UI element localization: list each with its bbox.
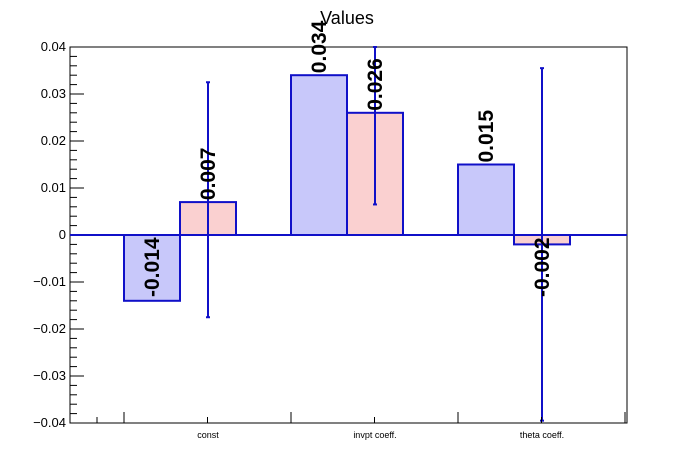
- y-tick-label: 0: [59, 227, 66, 242]
- y-tick-label: 0.04: [41, 39, 66, 54]
- y-tick-label: 0.02: [41, 133, 66, 148]
- y-tick-label: −0.03: [33, 368, 66, 383]
- x-tick-label: theta coeff.: [520, 430, 564, 440]
- y-tick-label: −0.02: [33, 321, 66, 336]
- y-tick-label: −0.04: [33, 415, 66, 430]
- y-tick-label: 0.01: [41, 180, 66, 195]
- bar: [290, 74, 348, 236]
- data-label: -0.002: [531, 237, 554, 297]
- data-label: 0.034: [308, 20, 331, 73]
- bar: [123, 234, 181, 302]
- data-label: 0.015: [475, 110, 498, 163]
- data-label-layer: -0.014 0.034 0.015 0.007 0.026 -0.002: [141, 20, 554, 297]
- error-bar-layer: [206, 46, 544, 422]
- x-tick-label: const: [197, 430, 219, 440]
- chart-title: Values: [320, 8, 374, 28]
- bar: [457, 163, 515, 236]
- y-tick-label: 0.03: [41, 86, 66, 101]
- x-axis: const invpt coeff. theta coeff.: [96, 412, 626, 440]
- x-tick-label: invpt coeff.: [353, 430, 396, 440]
- data-label: 0.026: [364, 58, 387, 111]
- data-label: 0.007: [197, 148, 220, 201]
- data-label: -0.014: [141, 237, 164, 297]
- y-axis: −0.04 −0.03 −0.02 −0.01 0 0.01 0.02 0.03 0.04: [33, 39, 84, 430]
- y-tick-label: −0.01: [33, 274, 66, 289]
